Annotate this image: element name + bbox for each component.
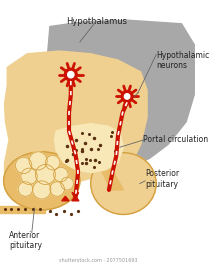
Ellipse shape (91, 153, 156, 214)
Circle shape (54, 167, 68, 182)
Circle shape (33, 181, 51, 199)
Circle shape (15, 157, 32, 174)
Polygon shape (42, 20, 194, 178)
Text: Anterior
pituitary: Anterior pituitary (9, 231, 42, 250)
Circle shape (121, 90, 133, 102)
Text: shutterstock.com · 2077501693: shutterstock.com · 2077501693 (59, 258, 137, 263)
Circle shape (61, 177, 73, 190)
Circle shape (64, 68, 77, 81)
Ellipse shape (4, 152, 80, 210)
Text: Posterior
pituitary: Posterior pituitary (145, 169, 179, 189)
Polygon shape (100, 167, 124, 190)
Polygon shape (62, 196, 69, 201)
Text: Portal circulation: Portal circulation (143, 136, 209, 144)
Text: Hypothalamic
neurons: Hypothalamic neurons (156, 51, 209, 71)
Circle shape (50, 182, 64, 196)
Circle shape (45, 155, 60, 170)
Circle shape (68, 71, 74, 78)
Circle shape (21, 168, 37, 185)
Circle shape (35, 165, 55, 185)
Polygon shape (54, 124, 124, 173)
Circle shape (124, 94, 130, 99)
Text: Hypothalamus: Hypothalamus (66, 17, 127, 26)
Polygon shape (72, 196, 79, 201)
Circle shape (18, 182, 33, 196)
Polygon shape (5, 51, 147, 199)
Circle shape (29, 152, 47, 170)
Polygon shape (0, 206, 45, 213)
